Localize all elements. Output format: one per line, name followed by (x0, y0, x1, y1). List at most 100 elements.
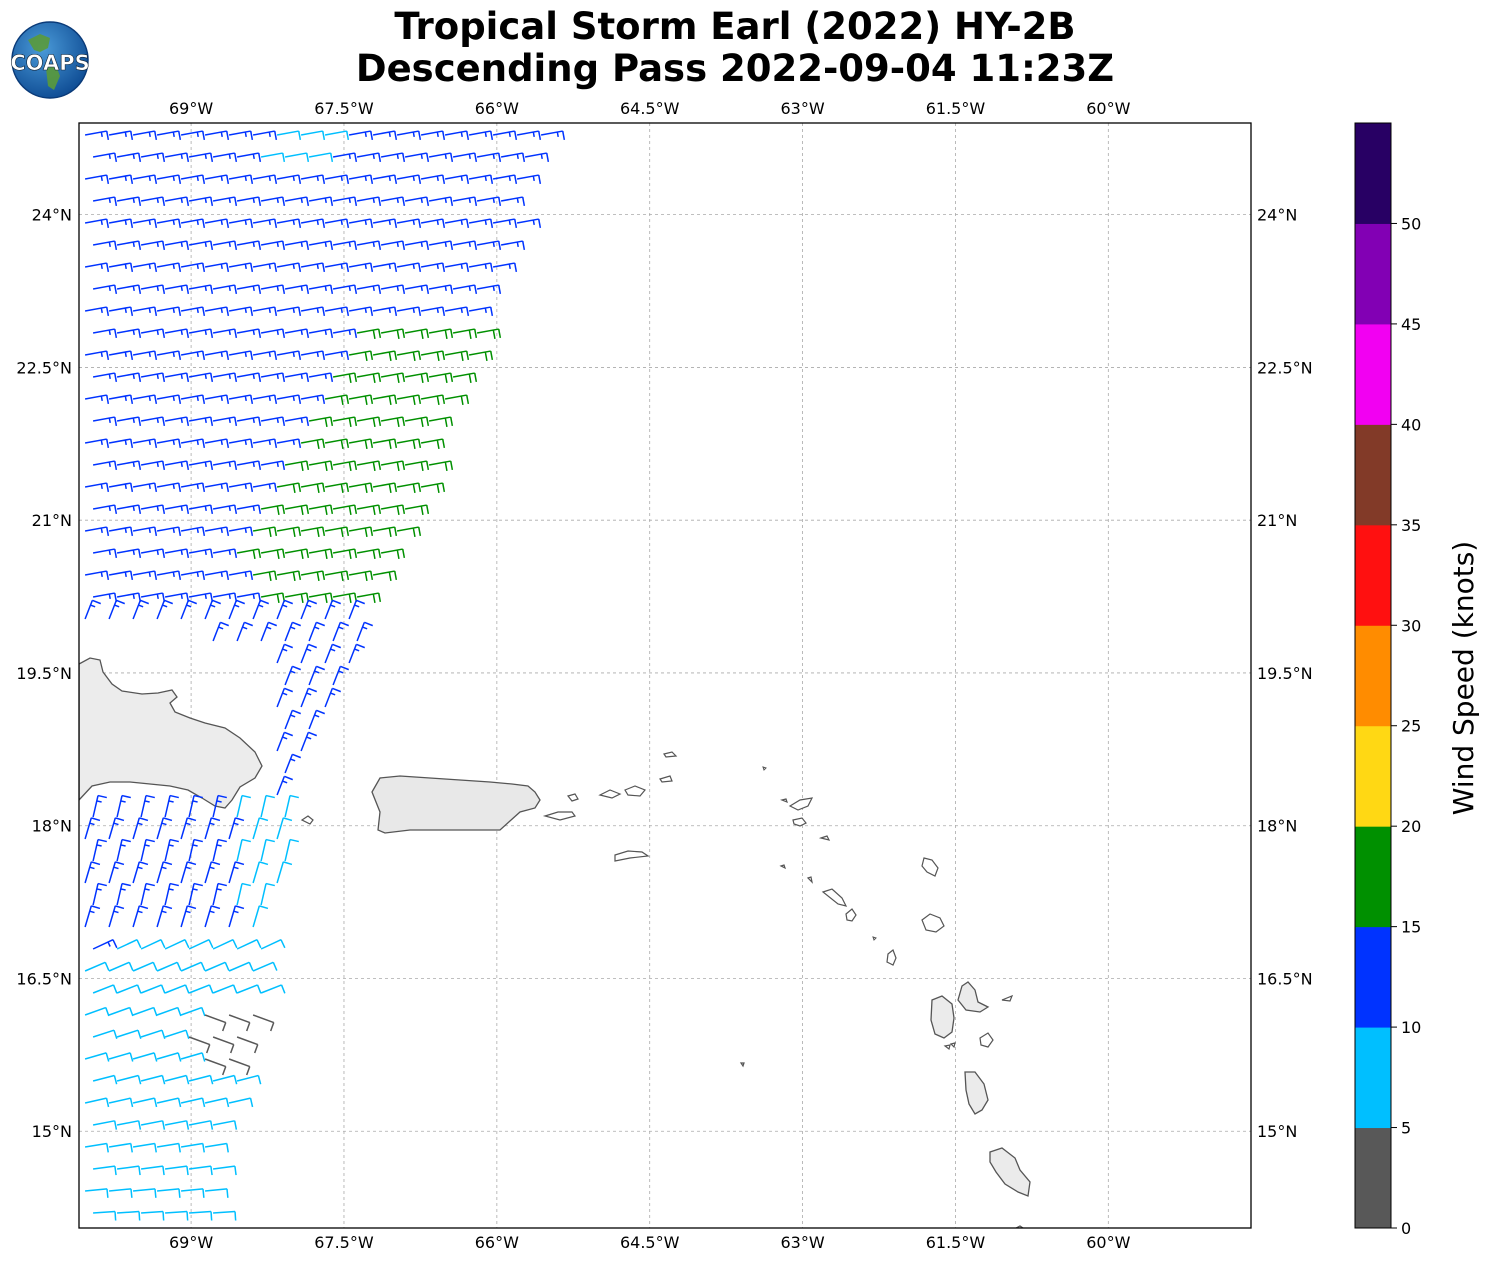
wind-barb (276, 817, 293, 840)
montserrat (886, 949, 897, 966)
lon-tick-label-bottom: 67.5°W (314, 1233, 374, 1252)
wind-barb (156, 394, 182, 405)
wind-barb (212, 1120, 238, 1130)
wind-barb (140, 196, 166, 207)
colorbar-tick-label: 30 (1401, 616, 1421, 635)
lon-tick-label-top: 69°W (169, 99, 213, 118)
wind-barb (164, 548, 190, 559)
wind-barb (284, 240, 310, 251)
wind-barb (116, 372, 142, 383)
wind-barb (156, 350, 182, 361)
wind-barb (284, 838, 299, 862)
wind-barb (332, 416, 358, 428)
wind-barb (92, 882, 107, 906)
wind-barb (140, 504, 166, 515)
wind-barb (156, 130, 182, 141)
wind-barb (204, 394, 230, 405)
wind-barb (284, 709, 301, 730)
wind-barb (132, 438, 158, 449)
wind-barb (356, 504, 382, 516)
culebra-island (566, 793, 579, 802)
wind-barb (164, 196, 190, 207)
wind-barb (156, 1052, 182, 1062)
wind-barb (276, 775, 293, 796)
wind-barb (428, 240, 454, 251)
wind-barb (260, 240, 286, 251)
hispaniola-coastline (79, 657, 263, 809)
lat-tick-label-right: 18°N (1257, 817, 1297, 836)
wind-barb (140, 838, 155, 862)
wind-barb (108, 817, 125, 840)
wind-barb (93, 1210, 117, 1221)
wind-barb (116, 284, 142, 295)
wind-barb (468, 350, 494, 362)
anguilla-st-martin (780, 797, 814, 827)
wind-barb (228, 482, 254, 493)
wind-barb (260, 548, 286, 560)
wind-barb (276, 687, 293, 708)
wind-barb (260, 882, 275, 906)
wind-barb (132, 306, 158, 317)
wind-barb (92, 240, 118, 251)
wind-barb (157, 1188, 181, 1198)
wind-barb (396, 174, 422, 185)
wind-barb (212, 240, 238, 251)
wind-barb (236, 460, 262, 471)
wind-barb (540, 130, 566, 141)
wind-barb (212, 939, 238, 950)
wind-barb (284, 794, 299, 818)
wind-barb (228, 1014, 251, 1032)
wind-barb (116, 548, 142, 559)
wind-barb (92, 328, 118, 339)
wind-barb (188, 196, 214, 207)
aves-island (739, 1062, 745, 1068)
st-kitts-nevis (821, 888, 857, 922)
wind-barb (372, 350, 398, 362)
wind-barb (116, 504, 142, 515)
lon-tick-label-top: 61.5°W (926, 99, 986, 118)
lon-tick-label-bottom: 61.5°W (926, 1233, 986, 1252)
wind-barb (188, 284, 214, 295)
martinique (989, 1147, 1031, 1197)
colorbar-tick-label: 45 (1401, 315, 1421, 334)
colorbar-segment (1355, 524, 1391, 626)
wind-barb (492, 218, 518, 229)
colorbar-segment (1355, 424, 1391, 526)
wind-barb (236, 416, 262, 427)
colorbar-tick-label: 20 (1401, 817, 1421, 836)
wind-barb (188, 240, 214, 251)
wind-barb (284, 504, 310, 516)
wind-barb (84, 262, 110, 273)
wind-barb (133, 1188, 157, 1198)
wind-barb (300, 570, 326, 582)
wind-barb (332, 621, 349, 642)
lon-tick-label-top: 64.5°W (620, 99, 680, 118)
wind-barb (420, 482, 446, 494)
wind-barb (181, 1188, 205, 1198)
wind-barb (84, 526, 110, 537)
wind-barb (188, 794, 203, 818)
wind-barb (164, 460, 190, 471)
wind-barb (332, 372, 358, 384)
wind-barb (396, 130, 422, 141)
wind-barb (204, 905, 221, 928)
wind-barb (308, 328, 334, 339)
wind-barb (260, 460, 286, 471)
wind-barb (132, 905, 149, 928)
wind-barb (300, 599, 317, 620)
wind-barb (180, 350, 206, 361)
wind-barb (524, 152, 550, 163)
wind-barb (252, 482, 278, 493)
wind-barb (84, 482, 110, 493)
wind-barb (164, 939, 190, 950)
wind-barb (516, 174, 542, 185)
st-croix-island (614, 850, 650, 862)
wind-barb (324, 130, 350, 141)
wind-barb (108, 218, 134, 229)
wind-barb (236, 504, 262, 515)
wind-barb (212, 548, 238, 559)
wind-barb (300, 130, 326, 141)
wind-barb (132, 861, 149, 884)
wind-barb (356, 460, 382, 472)
wind-barb (276, 262, 302, 273)
